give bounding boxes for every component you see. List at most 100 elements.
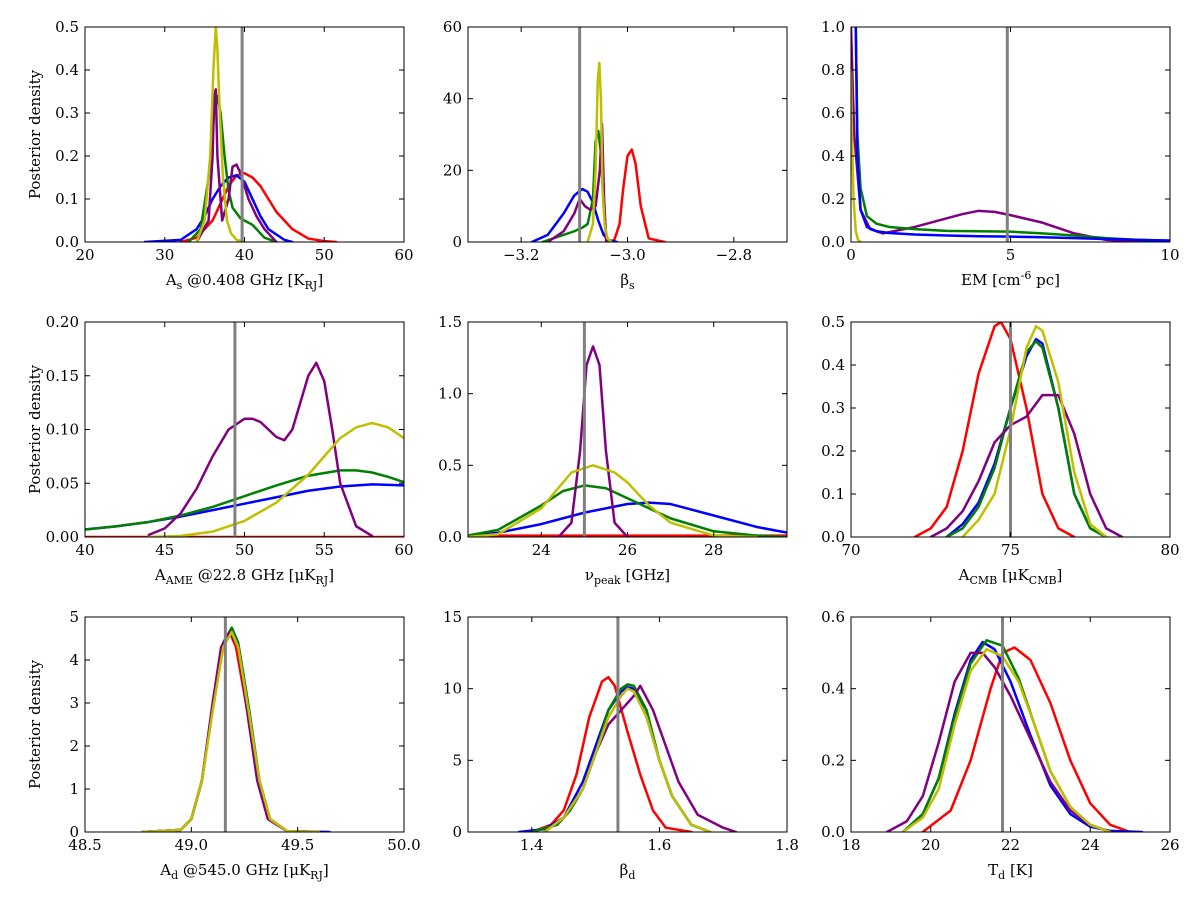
y-axis-label: Posterior density bbox=[26, 69, 44, 199]
x-tick-label: 26 bbox=[1160, 836, 1179, 854]
y-tick-label: 0.6 bbox=[821, 608, 845, 626]
x-tick-label: 24 bbox=[532, 541, 551, 559]
x-tick-label: 49.0 bbox=[175, 836, 208, 854]
series-line-yellow bbox=[851, 68, 862, 242]
x-tick-label: 60 bbox=[394, 541, 413, 559]
y-tick-label: 60 bbox=[443, 18, 462, 36]
axes-frame bbox=[467, 616, 788, 833]
y-tick-label: 3 bbox=[69, 694, 79, 712]
y-tick-label: 0.3 bbox=[821, 399, 845, 417]
x-tick-label: 26 bbox=[618, 541, 637, 559]
y-tick-label: 1 bbox=[69, 780, 79, 798]
x-tick-label: 55 bbox=[315, 541, 334, 559]
axes-frame bbox=[467, 26, 788, 243]
axes-frame bbox=[850, 26, 1171, 243]
series-line-yellow bbox=[543, 687, 712, 832]
y-tick-label: 20 bbox=[443, 161, 462, 179]
series-line-yellow bbox=[901, 648, 1112, 832]
y-tick-label: 0.8 bbox=[821, 61, 845, 79]
series-line-purple bbox=[929, 393, 1124, 537]
y-tick-label: 0.5 bbox=[821, 313, 845, 331]
y-tick-label: 0.05 bbox=[46, 474, 79, 492]
y-axis-label: Posterior density bbox=[26, 659, 44, 789]
y-tick-label: 0.6 bbox=[821, 104, 845, 122]
x-axis-label: Td [K] bbox=[988, 861, 1033, 882]
x-tick-label: 80 bbox=[1160, 541, 1179, 559]
y-tick-label: 0.2 bbox=[821, 442, 845, 460]
series-line-blue bbox=[854, 27, 1170, 242]
x-tick-label: 75 bbox=[1001, 541, 1020, 559]
x-tick-label: 20 bbox=[921, 836, 940, 854]
y-tick-label: 0.4 bbox=[55, 61, 79, 79]
y-tick-label: 0.0 bbox=[821, 823, 845, 841]
y-tick-label: 40 bbox=[443, 90, 462, 108]
y-tick-label: 0.3 bbox=[55, 104, 79, 122]
x-tick-label: 18 bbox=[841, 836, 860, 854]
series-line-yellow bbox=[147, 421, 404, 537]
y-tick-label: 0.2 bbox=[821, 751, 845, 769]
y-tick-label: 0.10 bbox=[46, 421, 79, 439]
series-line-purple bbox=[141, 630, 321, 832]
x-tick-label: −3.0 bbox=[609, 246, 645, 264]
series-line-purple bbox=[195, 88, 278, 242]
y-axis-label: Posterior density bbox=[26, 364, 44, 494]
axes-frame bbox=[84, 616, 405, 833]
plot-area bbox=[530, 27, 666, 242]
series-line-purple bbox=[557, 345, 629, 537]
series-line-red bbox=[921, 646, 1132, 832]
series-line-red bbox=[604, 148, 666, 242]
series-line-blue bbox=[141, 626, 331, 832]
plot-area bbox=[851, 27, 1170, 242]
x-tick-label: 22 bbox=[1001, 836, 1020, 854]
x-tick-label: 40 bbox=[75, 541, 94, 559]
y-tick-label: 0.0 bbox=[821, 233, 845, 251]
series-line-red bbox=[530, 675, 693, 832]
subplot-3: 0 5 10 0.0 0.2 0.4 0.6 0.8 1.0 EM [cm-6 pc] bbox=[821, 18, 1179, 289]
series-line-blue bbox=[901, 640, 1144, 832]
x-tick-label: 24 bbox=[1081, 836, 1100, 854]
x-tick-label: −3.2 bbox=[503, 246, 539, 264]
x-axis-label: EM [cm-6 pc] bbox=[961, 269, 1060, 289]
plot-area bbox=[913, 322, 1124, 537]
y-tick-label: 0.4 bbox=[821, 147, 845, 165]
x-tick-label: 1.8 bbox=[775, 836, 799, 854]
plot-area bbox=[517, 617, 738, 832]
x-tick-label: 20 bbox=[75, 246, 94, 264]
y-tick-label: 1.0 bbox=[821, 18, 845, 36]
series-line-green bbox=[141, 626, 321, 832]
series-line-green bbox=[901, 639, 1112, 832]
subplot-1: 20 30 40 50 60 0.0 0.1 0.2 0.3 0.4 0.5 As @0.408 GH… bbox=[26, 18, 414, 292]
y-tick-label: 0 bbox=[452, 233, 462, 251]
y-tick-label: 0.5 bbox=[55, 18, 79, 36]
series-line-green bbox=[85, 469, 404, 531]
x-axis-label: νpeak [GHz] bbox=[585, 566, 670, 587]
x-tick-label: 48.5 bbox=[68, 836, 101, 854]
x-tick-label: 1.6 bbox=[647, 836, 671, 854]
series-line-green bbox=[854, 27, 1170, 242]
series-line-yellow bbox=[195, 27, 246, 242]
series-line-red bbox=[179, 171, 338, 242]
series-line-red bbox=[141, 630, 321, 832]
y-tick-label: 2 bbox=[69, 737, 79, 755]
x-tick-label: 45 bbox=[155, 541, 174, 559]
subplot-2: −3.2 −3.0 −2.8 0 20 40 60 βs bbox=[443, 18, 788, 292]
plot-area bbox=[143, 27, 338, 242]
subplot-8: 1.4 1.6 1.8 0 5 10 15 βd bbox=[443, 608, 799, 882]
plot-area bbox=[468, 322, 787, 537]
y-tick-label: 0.0 bbox=[55, 233, 79, 251]
y-tick-label: 0.2 bbox=[55, 147, 79, 165]
y-tick-label: 10 bbox=[443, 680, 462, 698]
series-line-green bbox=[468, 484, 787, 537]
y-tick-label: 1.5 bbox=[438, 313, 462, 331]
y-tick-label: 15 bbox=[443, 608, 462, 626]
subplot-6: 70 75 80 0.0 0.1 0.2 0.3 0.4 0.5 ACMB [μKCMB] bbox=[821, 313, 1179, 587]
series-line-yellow bbox=[961, 325, 1108, 537]
series-line-purple bbox=[543, 684, 738, 832]
series-line-yellow bbox=[468, 464, 759, 537]
x-tick-label: 10 bbox=[1160, 246, 1179, 264]
x-tick-label: 60 bbox=[394, 246, 413, 264]
series-line-purple bbox=[851, 27, 1170, 242]
y-tick-label: 0.0 bbox=[821, 528, 845, 546]
x-tick-label: 50.0 bbox=[387, 836, 420, 854]
